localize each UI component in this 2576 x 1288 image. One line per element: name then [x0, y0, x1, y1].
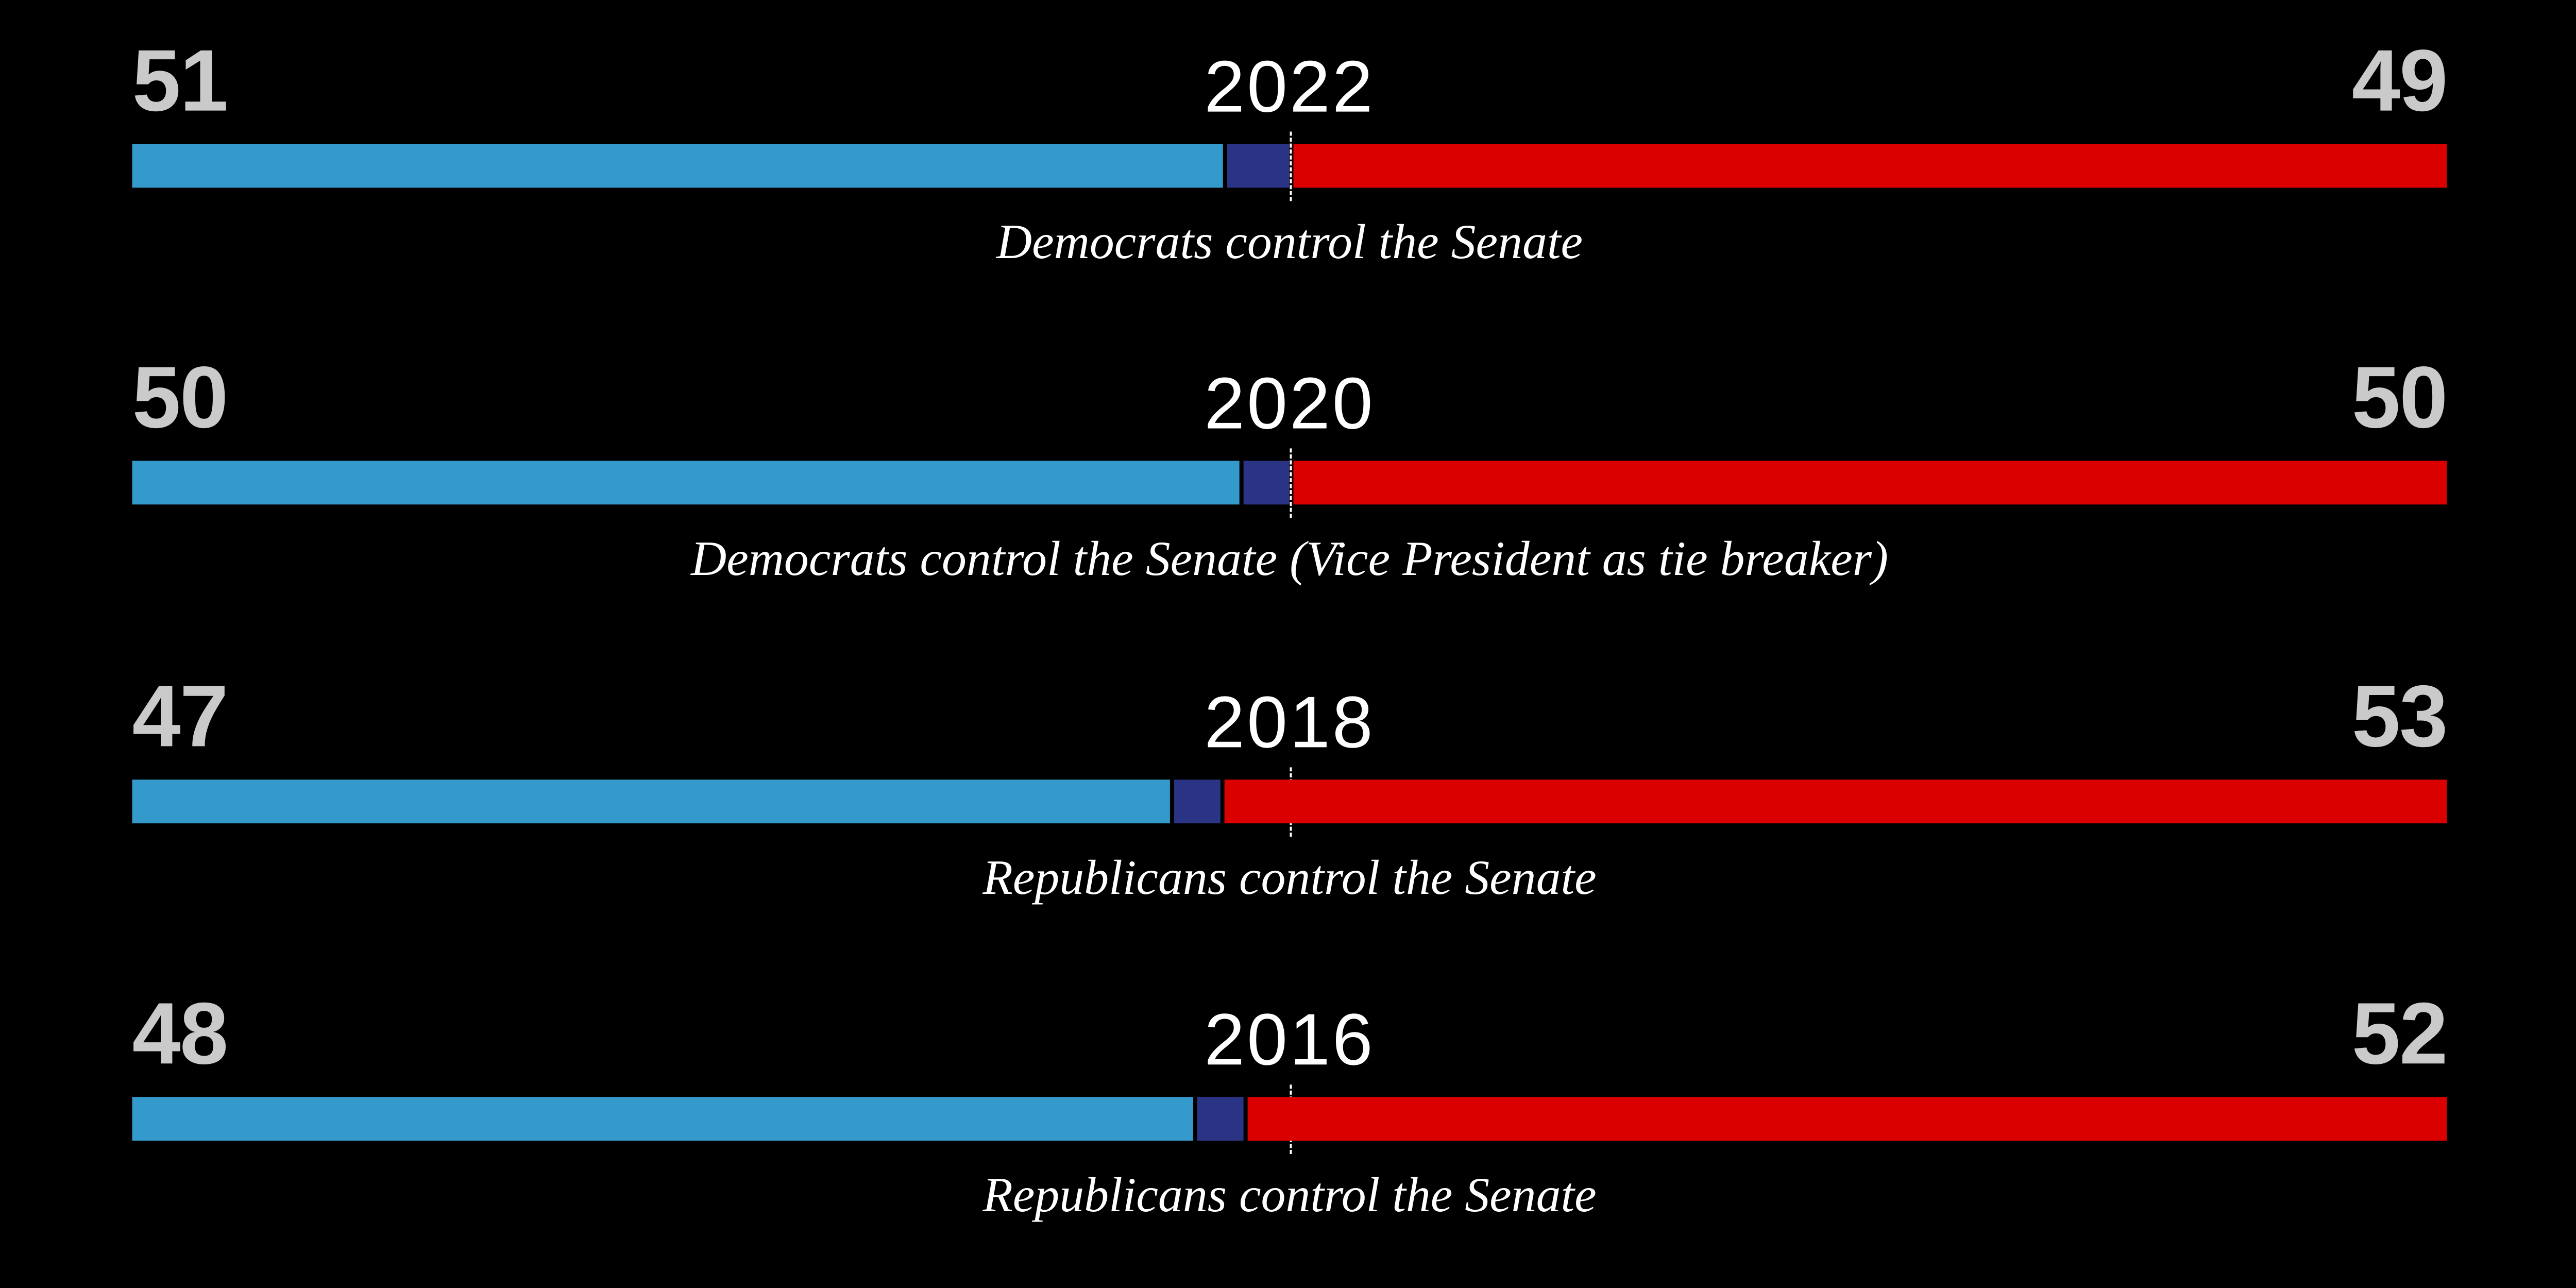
year-label: 2016: [1204, 998, 1375, 1081]
senate-year-row: 50 2020 50 Democrats control the Senate …: [132, 348, 2448, 586]
democrat-segment: [132, 1097, 1193, 1141]
independent-segment: [1197, 1097, 1244, 1141]
republican-segment: [1293, 144, 2447, 188]
center-tick-line: [1289, 131, 1292, 201]
senate-year-row: 47 2018 53 Republicans control the Senat…: [132, 667, 2448, 905]
seat-bar: [132, 448, 2447, 518]
republican-segment: [1224, 779, 2447, 824]
rep-seat-count: 53: [2351, 667, 2448, 766]
independent-segment: [1174, 779, 1221, 824]
republican-segment: [1293, 461, 2447, 505]
dem-seat-count: 51: [132, 31, 229, 130]
rep-seat-count: 49: [2351, 31, 2448, 130]
label-band: 47 2018 53: [132, 667, 2448, 780]
seat-bar: [132, 131, 2447, 201]
democrat-segment: [132, 144, 1224, 188]
year-label: 2020: [1204, 362, 1375, 445]
rep-seat-count: 50: [2351, 348, 2448, 447]
year-label: 2018: [1204, 681, 1375, 764]
seat-bar: [132, 1084, 2447, 1154]
democrat-segment: [132, 461, 1240, 505]
independent-segment: [1227, 144, 1290, 188]
dem-seat-count: 50: [132, 348, 229, 447]
seat-bar: [132, 767, 2447, 837]
label-band: 51 2022 49: [132, 31, 2448, 144]
label-band: 48 2016 52: [132, 985, 2448, 1097]
label-band: 50 2020 50: [132, 348, 2448, 461]
dem-seat-count: 47: [132, 667, 229, 766]
control-caption: Republicans control the Senate: [982, 1166, 1597, 1222]
rep-seat-count: 52: [2351, 985, 2448, 1083]
dem-seat-count: 48: [132, 985, 229, 1083]
senate-year-row: 48 2016 52 Republicans control the Senat…: [132, 985, 2448, 1222]
control-caption: Democrats control the Senate: [996, 214, 1583, 269]
control-caption: Democrats control the Senate (Vice Presi…: [690, 531, 1888, 586]
year-label: 2022: [1204, 45, 1375, 128]
control-caption: Republicans control the Senate: [982, 850, 1597, 905]
senate-year-row: 51 2022 49 Democrats control the Senate: [132, 31, 2448, 269]
center-tick-line: [1289, 448, 1292, 518]
republican-segment: [1247, 1097, 2447, 1141]
democrat-segment: [132, 779, 1171, 824]
independent-segment: [1243, 461, 1290, 505]
